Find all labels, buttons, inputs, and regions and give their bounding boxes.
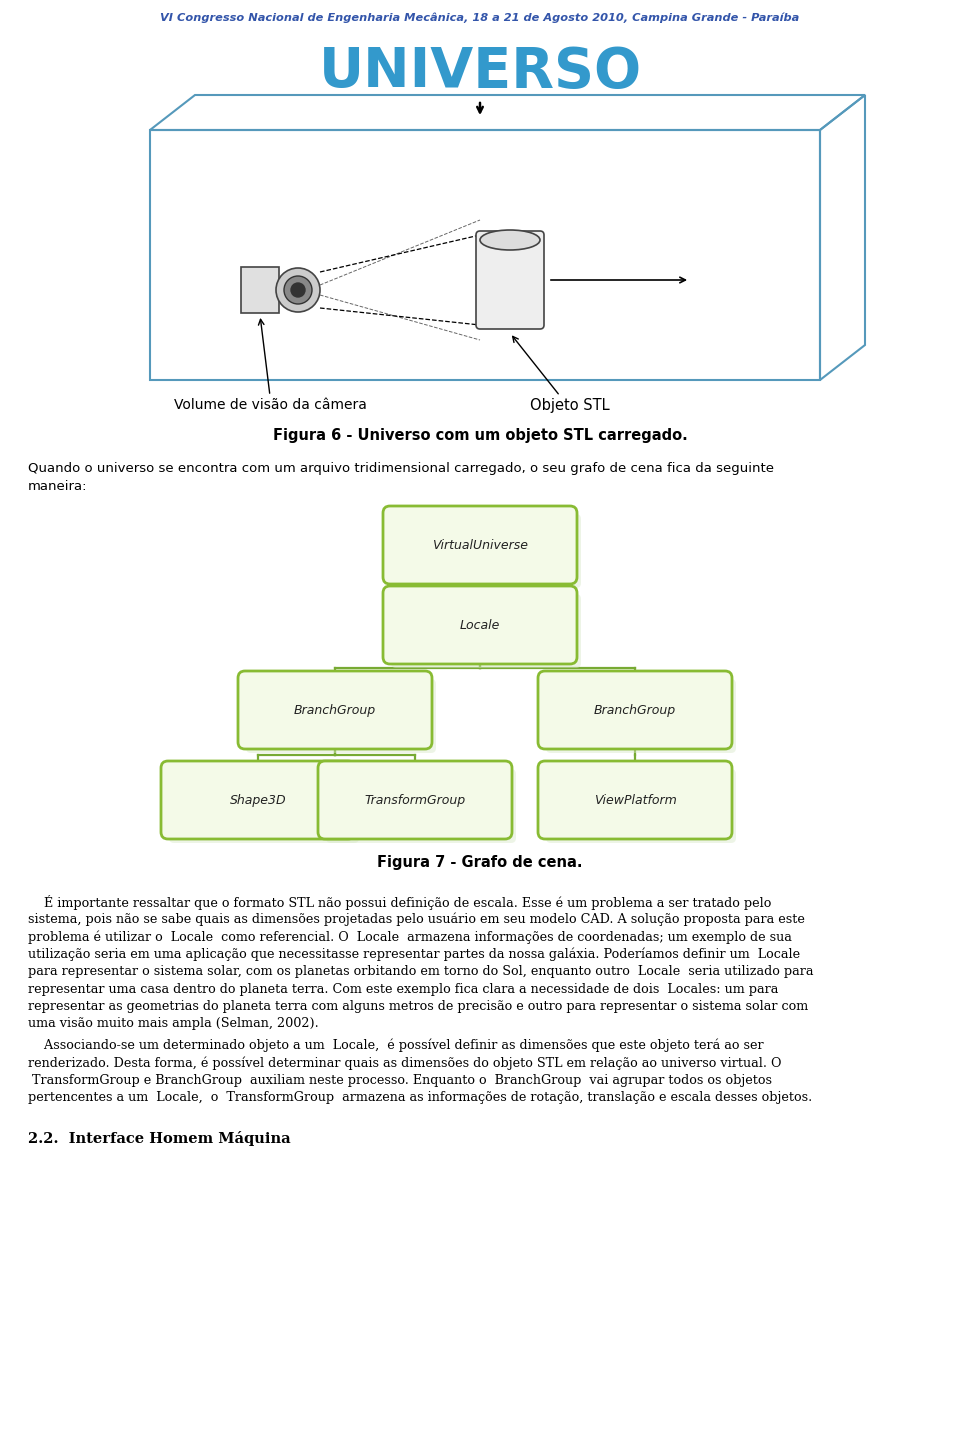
Text: Quando o universo se encontra com um arquivo tridimensional carregado, o seu gra: Quando o universo se encontra com um arq… <box>28 461 774 474</box>
Text: representar as geometrias do planeta terra com alguns metros de precisão e outro: representar as geometrias do planeta ter… <box>28 1000 808 1013</box>
Circle shape <box>284 277 312 304</box>
Text: 2.2.  Interface Homem Máquina: 2.2. Interface Homem Máquina <box>28 1131 291 1146</box>
FancyBboxPatch shape <box>391 595 581 668</box>
Text: É importante ressaltar que o formato STL não possui definição de escala. Esse é : É importante ressaltar que o formato STL… <box>28 896 772 910</box>
Text: pertencentes a um  Locale,  o  TransformGroup  armazena as informações de rotaçã: pertencentes a um Locale, o TransformGro… <box>28 1092 812 1105</box>
Text: representar uma casa dentro do planeta terra. Com este exemplo fica clara a nece: representar uma casa dentro do planeta t… <box>28 983 779 996</box>
FancyBboxPatch shape <box>383 506 577 585</box>
FancyBboxPatch shape <box>161 761 355 838</box>
FancyBboxPatch shape <box>538 671 732 749</box>
Text: VI Congresso Nacional de Engenharia Mecânica, 18 a 21 de Agosto 2010, Campina Gr: VI Congresso Nacional de Engenharia Mecâ… <box>160 11 800 23</box>
Text: renderizado. Desta forma, é possível determinar quais as dimensões do objeto STL: renderizado. Desta forma, é possível det… <box>28 1056 781 1070</box>
Text: Shape3D: Shape3D <box>229 794 286 807</box>
FancyBboxPatch shape <box>318 761 512 838</box>
FancyBboxPatch shape <box>326 770 516 843</box>
FancyBboxPatch shape <box>391 514 581 588</box>
Text: TransformGroup e BranchGroup  auxiliam neste processo. Enquanto o  BranchGroup  : TransformGroup e BranchGroup auxiliam ne… <box>28 1073 772 1088</box>
Text: maneira:: maneira: <box>28 480 87 493</box>
Text: VirtualUniverse: VirtualUniverse <box>432 539 528 552</box>
Text: uma visão muito mais ampla (Selman, 2002).: uma visão muito mais ampla (Selman, 2002… <box>28 1017 319 1030</box>
Text: TransformGroup: TransformGroup <box>365 794 466 807</box>
Text: BranchGroup: BranchGroup <box>294 704 376 716</box>
FancyBboxPatch shape <box>169 770 359 843</box>
FancyBboxPatch shape <box>246 679 436 752</box>
Text: UNIVERSO: UNIVERSO <box>319 44 641 99</box>
Text: utilização seria em uma aplicação que necessitasse representar partes da nossa g: utilização seria em uma aplicação que ne… <box>28 947 800 962</box>
FancyBboxPatch shape <box>546 770 736 843</box>
Text: Associando-se um determinado objeto a um  Locale,  é possível definir as dimensõ: Associando-se um determinado objeto a um… <box>28 1039 763 1052</box>
Text: problema é utilizar o  Locale  como referencial. O  Locale  armazena informações: problema é utilizar o Locale como refere… <box>28 930 792 943</box>
Circle shape <box>276 268 320 312</box>
Circle shape <box>291 282 305 297</box>
FancyBboxPatch shape <box>383 586 577 663</box>
Text: para representar o sistema solar, com os planetas orbitando em torno do Sol, enq: para representar o sistema solar, com os… <box>28 964 813 977</box>
Text: ViewPlatform: ViewPlatform <box>593 794 677 807</box>
Text: Volume de visão da câmera: Volume de visão da câmera <box>174 398 367 413</box>
Text: sistema, pois não se sabe quais as dimensões projetadas pelo usuário em seu mode: sistema, pois não se sabe quais as dimen… <box>28 913 804 926</box>
Text: Locale: Locale <box>460 619 500 632</box>
FancyBboxPatch shape <box>241 267 279 312</box>
Text: Figura 6 - Universo com um objeto STL carregado.: Figura 6 - Universo com um objeto STL ca… <box>273 428 687 443</box>
Text: BranchGroup: BranchGroup <box>594 704 676 716</box>
Text: Figura 7 - Grafo de cena.: Figura 7 - Grafo de cena. <box>377 856 583 870</box>
Text: Objeto STL: Objeto STL <box>530 398 610 413</box>
Ellipse shape <box>480 231 540 249</box>
FancyBboxPatch shape <box>546 679 736 752</box>
FancyBboxPatch shape <box>238 671 432 749</box>
FancyBboxPatch shape <box>476 231 544 330</box>
FancyBboxPatch shape <box>538 761 732 838</box>
